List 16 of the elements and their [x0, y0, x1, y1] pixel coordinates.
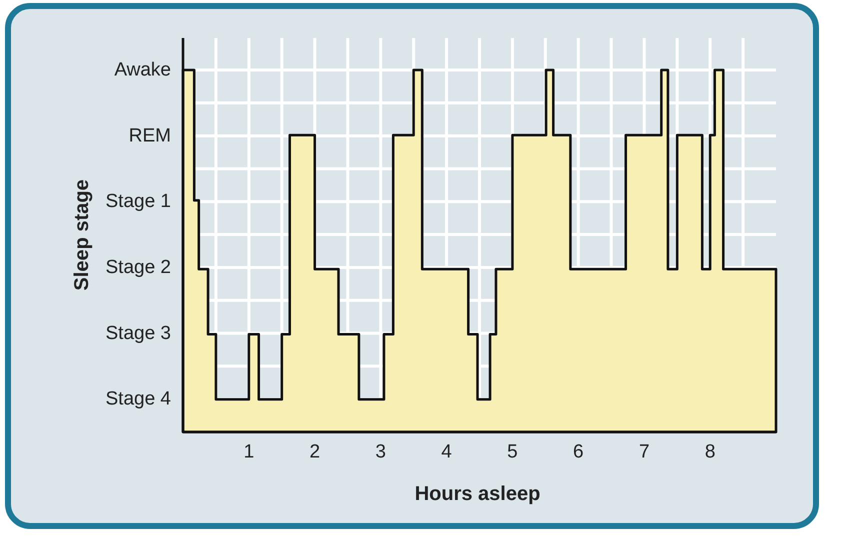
x-tick-label: 2: [309, 441, 320, 462]
x-tick-label: 8: [704, 441, 716, 462]
text: Awake: [114, 60, 171, 80]
x-tick-label: 4: [441, 441, 452, 462]
text: REM: [128, 125, 171, 146]
x-tick-label: 7: [638, 441, 650, 462]
x-tick-label: 5: [507, 441, 518, 462]
text: Stage 2: [106, 256, 171, 278]
text: Stage 1: [106, 191, 171, 212]
x-tick-label: 3: [375, 441, 386, 462]
x-tick-label: 1: [244, 441, 254, 462]
text: Stage 4: [106, 388, 172, 410]
x-axis-title: Hours asleep: [414, 483, 540, 505]
x-tick-label: 6: [573, 441, 584, 462]
y-axis-title: Sleep stage: [71, 179, 93, 291]
text: Stage 3: [106, 322, 171, 344]
